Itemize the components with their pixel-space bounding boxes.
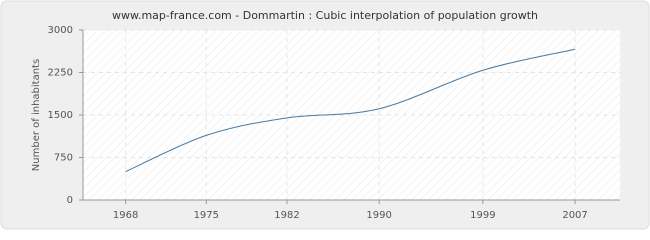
- y-tick-label: 750: [54, 153, 73, 164]
- x-tick-label: 2007: [562, 210, 587, 221]
- y-tick-label: 1500: [48, 110, 73, 121]
- x-tick-label: 1982: [274, 210, 299, 221]
- x-tick-label: 1975: [194, 210, 219, 221]
- x-tick-label: 1999: [470, 210, 495, 221]
- y-tick-label: 2250: [48, 68, 73, 79]
- x-tick-label: 1990: [366, 210, 391, 221]
- chart-title: www.map-france.com - Dommartin : Cubic i…: [112, 9, 538, 22]
- chart: www.map-france.com - Dommartin : Cubic i…: [0, 0, 650, 230]
- x-tick-label: 1968: [113, 210, 138, 221]
- y-tick-label: 0: [67, 195, 73, 206]
- y-axis-label: Number of inhabitants: [31, 59, 42, 171]
- y-tick-label: 3000: [48, 25, 73, 36]
- data-line: [125, 48, 576, 173]
